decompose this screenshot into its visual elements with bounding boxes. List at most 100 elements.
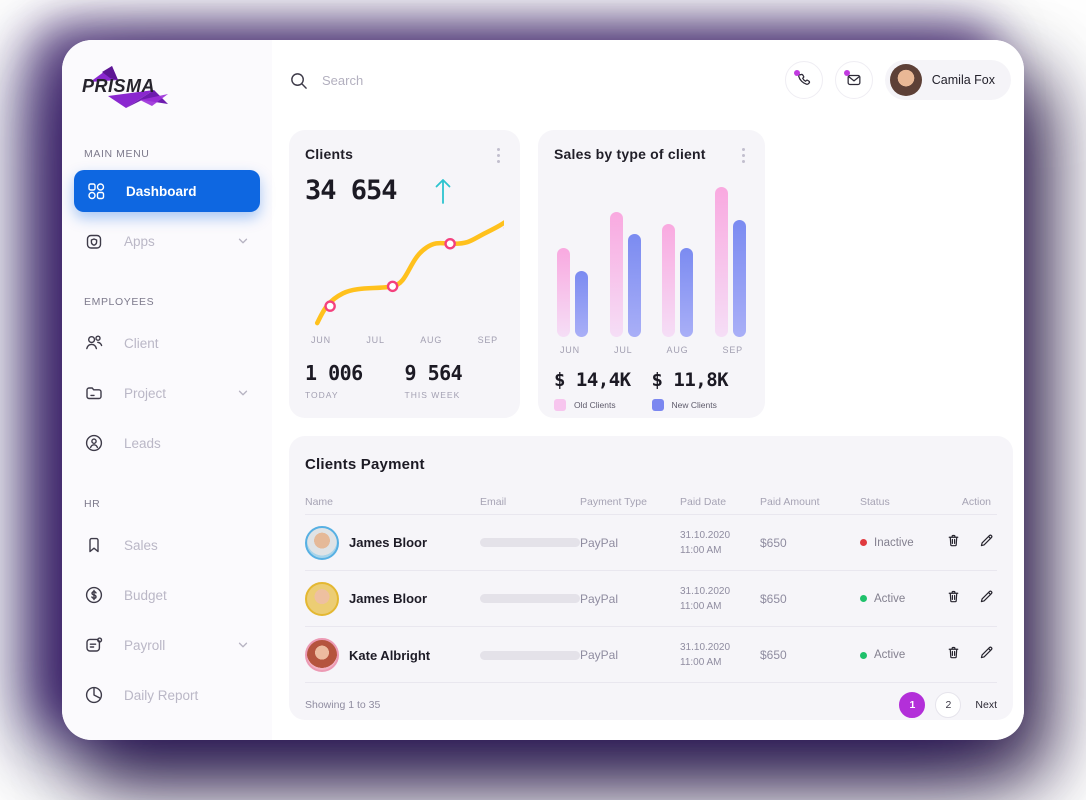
payment-type: PayPal — [580, 591, 619, 606]
badge-icon — [84, 433, 104, 453]
month-label: SEP — [722, 345, 743, 355]
column-header-email: Email — [480, 495, 507, 508]
actions-cell — [945, 644, 997, 666]
mail-icon — [847, 74, 861, 86]
month-label: JUL — [614, 345, 633, 355]
sidebar-item-label: Apps — [124, 233, 155, 249]
edit-button[interactable] — [978, 644, 995, 666]
bar-old-clients — [609, 212, 623, 337]
sidebar-item-payroll[interactable]: Payroll — [62, 620, 272, 670]
sales-month-labels: JUN JUL AUG SEP — [554, 345, 749, 355]
old-clients-label: Old Clients — [574, 400, 616, 410]
old-clients-value: $ 14,4K — [554, 369, 631, 391]
kebab-menu-icon[interactable] — [493, 146, 504, 165]
kebab-menu-icon[interactable] — [738, 146, 749, 165]
paid-amount: $650 — [760, 591, 787, 606]
trash-icon — [945, 532, 962, 554]
clients-total: 34 654 — [305, 175, 398, 206]
search-input[interactable]: Search — [289, 71, 785, 90]
topbar-actions: Camila Fox — [784, 60, 1011, 100]
page-button-1[interactable]: 1 — [899, 691, 926, 718]
column-header-paid-amount: Paid Amount — [760, 495, 820, 508]
bar-new-clients — [627, 234, 641, 337]
paid-amount: $650 — [760, 535, 787, 550]
bar-new-clients — [575, 271, 588, 337]
bar-old-clients — [557, 248, 570, 337]
sidebar-item-label: Budget — [124, 587, 167, 603]
old-clients-total: $ 14,4K Old Clients — [554, 369, 652, 411]
table-row: Kate Albright PayPal 31.10.2020 11:00 AM $65… — [305, 627, 997, 683]
brand-name: PRISMA — [82, 76, 156, 96]
clients-line-chart — [314, 213, 516, 326]
delete-button[interactable] — [945, 588, 962, 610]
sidebar-item-label: Daily Report — [124, 687, 199, 703]
sidebar-item-budget[interactable]: Budget — [62, 570, 272, 620]
sales-bar-chart — [554, 187, 749, 337]
stat-today: 1 006 TODAY — [305, 361, 405, 400]
bar-old-clients — [714, 187, 728, 337]
stat-today-value: 1 006 — [305, 361, 363, 385]
email-cell — [480, 538, 580, 547]
clients-card: Clients 34 654 JUN JUL AUG SEP 1 006 — [289, 130, 520, 418]
client-name: Kate Albright — [349, 647, 431, 663]
sidebar-section-label: MAIN MENU — [84, 148, 150, 160]
sales-card-title: Sales by type of client — [554, 146, 706, 162]
next-page-button[interactable]: Next — [975, 698, 997, 711]
client-name: James Bloor — [349, 535, 428, 550]
month-label: AUG — [420, 335, 443, 345]
stat-today-label: TODAY — [305, 390, 339, 400]
sidebar-item-dashboard[interactable]: Dashboard — [74, 170, 260, 212]
email-cell — [480, 650, 580, 660]
status-badge: Active — [860, 649, 945, 661]
user-menu[interactable]: Camila Fox — [884, 60, 1011, 100]
delete-button[interactable] — [945, 532, 962, 554]
brand-logo: PRISMA — [82, 60, 202, 118]
clients-month-labels: JUN JUL AUG SEP — [305, 335, 504, 345]
status-dot — [860, 539, 867, 546]
apps-icon — [84, 231, 104, 251]
client-name: James Bloor — [349, 591, 428, 606]
sidebar-item-sales[interactable]: Sales — [62, 520, 272, 570]
payroll-icon — [84, 635, 104, 655]
new-clients-value: $ 11,8K — [651, 369, 729, 391]
page-button-2[interactable]: 2 — [935, 691, 962, 718]
mail-button[interactable] — [834, 61, 873, 99]
stat-cards: Clients 34 654 JUN JUL AUG SEP 1 006 — [272, 120, 1024, 418]
bar-group-sep — [714, 187, 746, 337]
column-header-status: Status — [860, 495, 890, 508]
main-area: Search Camila Fox — [272, 40, 1024, 740]
client-cell: James Bloor — [305, 581, 480, 616]
client-cell: James Bloor — [305, 525, 480, 560]
delete-button[interactable] — [945, 644, 962, 666]
sidebar-item-apps[interactable]: Apps — [62, 216, 272, 266]
stat-this-week-label: THIS WEEK — [404, 390, 461, 400]
sidebar-item-label: Sales — [124, 537, 158, 553]
stat-this-week-value: 9 564 — [404, 361, 463, 385]
status-badge: Active — [860, 593, 945, 605]
sidebar-item-project[interactable]: Project — [62, 368, 272, 418]
client-avatar — [305, 638, 339, 672]
table-row: James Bloor PayPal 31.10.2020 11:00 AM $650 I… — [305, 515, 997, 571]
table-header: Name Email Payment Type Paid Date Paid Amoun… — [305, 489, 997, 515]
sidebar-item-leads[interactable]: Leads — [62, 418, 272, 468]
trash-icon — [945, 588, 962, 610]
arrow-up-icon — [435, 178, 451, 204]
sidebar-nav: MAIN MENU Dashboard Apps EMPLOYEES Client Pro… — [62, 148, 272, 720]
phone-button[interactable] — [784, 61, 823, 99]
old-clients-legend-swatch — [554, 399, 566, 411]
new-clients-legend-swatch — [651, 399, 664, 411]
sidebar-item-label: Leads — [124, 435, 161, 451]
edit-button[interactable] — [978, 532, 995, 554]
new-clients-total: $ 11,8K New Clients — [651, 369, 750, 411]
month-label: SEP — [477, 335, 498, 345]
logo-swoosh — [140, 94, 168, 106]
sidebar-item-client[interactable]: Client — [62, 318, 272, 368]
status-badge: Inactive — [860, 537, 945, 549]
column-header-action: Action — [961, 495, 991, 508]
sidebar-item-daily-report[interactable]: Daily Report — [62, 670, 272, 720]
mail-notification-dot — [843, 70, 850, 76]
edit-button[interactable] — [978, 588, 995, 610]
month-label: JUN — [560, 345, 580, 355]
bar-new-clients — [680, 248, 694, 337]
